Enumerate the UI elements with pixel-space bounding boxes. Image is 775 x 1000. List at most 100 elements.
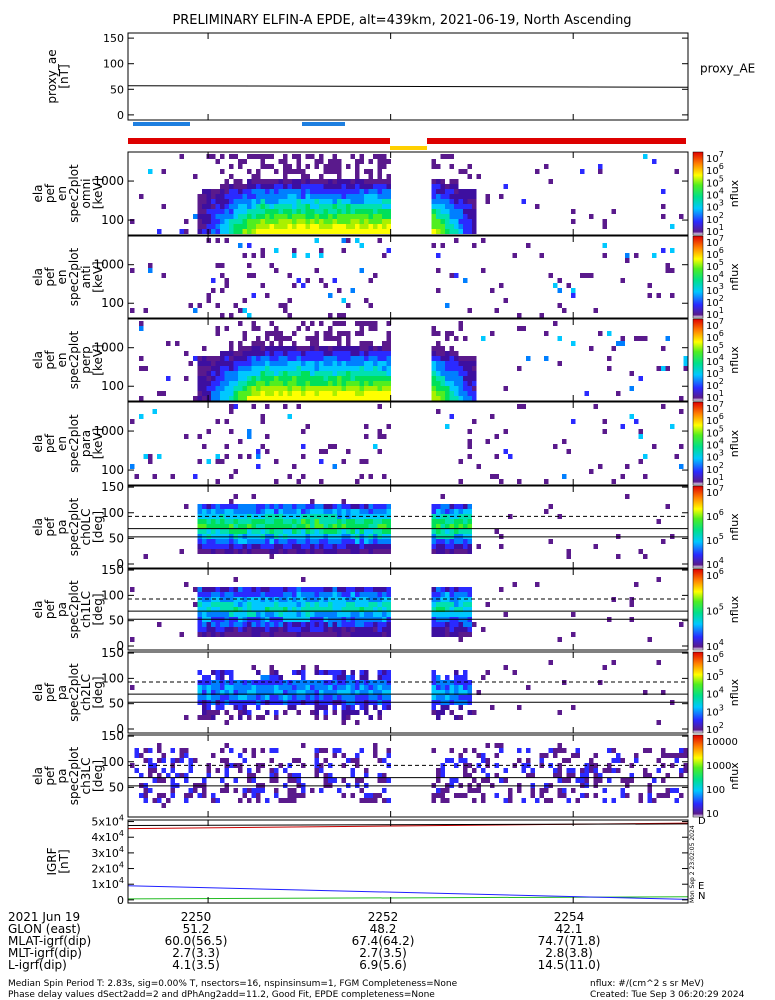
panel-pa_ch2-colorbar-tick-4: 102 <box>706 721 724 736</box>
panel-en_anti-ytick-1: 100 <box>101 296 124 310</box>
panel-pa_ch1-ylabel-line-1: pef <box>43 599 57 619</box>
panel-pa_ch0-ylabel-line-5: [deg] <box>91 511 105 543</box>
panel-pa_ch2-colorbar: 106 105 104 103 102 nflux <box>692 650 741 736</box>
ephem-label-glon: GLON (east) <box>8 922 81 936</box>
panel-proxy_ae-ytick-0: 0 <box>117 109 124 122</box>
panel-pa_ch2-ylabel-line-4: ch2LC <box>79 674 93 711</box>
ephemeris-table: 2021 Jun 19 GLON (east) MLAT-igrf(dip) M… <box>8 910 600 972</box>
ephem-l-0: 4.1(3.5) <box>172 958 220 972</box>
panel-en_perp-ytick-1: 100 <box>101 379 124 393</box>
panel-en_perp-colorbar-tick-2: 105 <box>706 341 724 356</box>
panel-en_anti-ylabel-line-2: en <box>55 270 69 285</box>
panel-en_anti-ylabel-line-5: [keV] <box>91 261 105 292</box>
panel-igrf-series-3 <box>127 823 689 826</box>
panel-igrf-ylabel-line-1: [nT] <box>57 849 71 873</box>
panel-en_omni-ytick-0: 1000 <box>93 174 124 188</box>
panel-proxy_ae-ylabel-line-1: [nT] <box>57 64 71 88</box>
x-tick-label-2: 2254 <box>554 910 585 924</box>
panel-pa_ch1-ytick-1: 50 <box>109 614 124 628</box>
side-timestamp: Mon Sep 2 23:02:05 2024 <box>689 825 696 903</box>
footer-line-1: Median Spin Period T: 2.83s, sig=0.00% T… <box>8 979 458 989</box>
panel-en_anti-ylabel-line-4: anti <box>79 266 93 289</box>
gap-marker-bar <box>390 146 427 150</box>
panel-en_omni-frame <box>127 151 689 236</box>
footer-units: nflux: #/(cm^2 s sr MeV) <box>590 979 704 989</box>
footer-line-2: Phase delay values dSect2add=2 and dPhAn… <box>8 990 435 1000</box>
panel-en_para-ylabel-line-1: pef <box>43 433 57 453</box>
ephem-mlat-1: 67.4(64.2) <box>352 934 415 948</box>
ephem-glon-1: 48.2 <box>370 922 397 936</box>
panel-pa_ch0-ylabel-line-1: pef <box>43 517 57 537</box>
x-tick-label-0: 2250 <box>181 910 212 924</box>
panel-en_anti-colorbar-tick-3: 104 <box>706 270 724 285</box>
panel-pa_ch0-ylabel-line-0: ela <box>31 518 45 536</box>
panel-en_para-colorbar-tick-0: 107 <box>706 400 724 415</box>
panel-proxy_ae-ytick-3: 150 <box>103 32 124 45</box>
panel-en_anti-ytick-0: 1000 <box>93 258 124 272</box>
panel-pa_ch0-ytick-3: 150 <box>101 480 124 494</box>
panel-en_omni-ytick-1: 100 <box>101 213 124 227</box>
panel-pa_ch2-ytick-1: 50 <box>109 697 124 711</box>
panel-pa_ch1-ylabel-line-4: ch1LC <box>79 591 93 628</box>
panel-pa_ch3-colorbar: 10000 1000 100 10 nflux <box>692 734 741 820</box>
panel-en_anti-frame <box>127 235 689 319</box>
panel-pa_ch0-colorbar-tick-1: 106 <box>706 508 724 523</box>
panel-pa_ch2-colorbar-tick-3: 103 <box>706 703 724 718</box>
ephem-l-2: 14.5(11.0) <box>538 958 601 972</box>
panel-pa_ch2-colorbar-tick-0: 106 <box>706 650 724 665</box>
panel-en_perp-ylabel-line-1: pef <box>43 350 57 370</box>
panel-en_omni-ylabel-line-1: pef <box>43 183 57 203</box>
panel-en_perp-ylabel-line-4: perp <box>79 346 93 374</box>
ephem-mlt-2: 2.8(3.8) <box>545 946 593 960</box>
figure-title: PRELIMINARY ELFIN-A EPDE, alt=439km, 202… <box>172 13 631 28</box>
panel-en_para-colorbar-tick-5: 102 <box>706 461 724 476</box>
panel-pa_ch0-colorbar-tick-0: 107 <box>706 484 724 499</box>
footer: Median Spin Period T: 2.83s, sig=0.00% T… <box>8 979 745 1000</box>
panel-pa_ch3-ytick-2: 150 <box>101 729 124 743</box>
panel-pa_ch2-ytick-3: 150 <box>101 646 124 660</box>
panel-en_para-colorbar-tick-4: 103 <box>706 449 724 464</box>
panel-en_anti-colorbar-tick-1: 106 <box>706 246 724 261</box>
panel-en_para-ytick-1: 100 <box>101 463 124 477</box>
ephem-glon-2: 42.1 <box>556 922 583 936</box>
panel-en_perp-colorbar-tick-5: 102 <box>706 377 724 392</box>
panel-pa_ch2-ytick-0: 0 <box>116 722 124 736</box>
panel-proxy_ae-content <box>127 85 689 88</box>
panel-pa_ch3-colorbar-tick-0: 10000 <box>706 737 738 748</box>
panel-en_anti-colorbar-tick-2: 105 <box>706 258 724 273</box>
panel-en_omni-ylabel-line-4: omni <box>79 179 93 209</box>
panel-igrf-ytick-2: 2x104 <box>91 861 124 876</box>
panel-pa_ch1-colorbar-tick-2: 104 <box>706 638 724 653</box>
footer-created: Created: Tue Sep 3 06:20:29 2024 <box>590 990 745 1000</box>
panel-proxy_ae-ytick-2: 100 <box>103 58 124 71</box>
data-segment-bar-0 <box>128 138 390 144</box>
panel-en_anti-ylabel-line-3: spec2plot <box>67 247 81 306</box>
panel-pa_ch3-colorbar-tick-2: 100 <box>706 785 725 796</box>
panel-igrf-series-N <box>127 885 689 900</box>
panel-en_perp-colorbar-tick-6: 101 <box>706 389 724 404</box>
panel-en_para-colorbar-tick-6: 101 <box>706 473 724 488</box>
panel-en_omni-colorbar-tick-5: 102 <box>706 211 724 226</box>
panel-en_para-ylabel-line-0: ela <box>31 434 45 452</box>
panel-pa_ch1-ylabel-line-0: ela <box>31 600 45 618</box>
panel-pa_ch3-ytick-0: 50 <box>109 780 124 794</box>
panel-en_anti-colorbar-tick-4: 103 <box>706 282 724 297</box>
panel-en_para-ylabel-line-2: en <box>55 436 69 451</box>
panel-en_omni-ylabel-line-2: en <box>55 186 69 201</box>
ephem-label-mlat: MLAT-igrf(dip) <box>8 934 91 948</box>
panel-proxy_ae-ytick-1: 50 <box>110 83 124 96</box>
panel-en_para-colorbar-label: nflux <box>728 429 741 457</box>
panel-pa_ch0-content <box>128 494 688 559</box>
panel-en_para-colorbar-tick-1: 106 <box>706 412 724 427</box>
panel-en_anti-ylabel-line-0: ela <box>31 268 45 286</box>
panel-pa_ch0-ytick-1: 50 <box>109 531 124 545</box>
panel-en_para-content <box>130 404 684 484</box>
panel-en_para-ylabel-line-3: spec2plot <box>67 414 81 473</box>
